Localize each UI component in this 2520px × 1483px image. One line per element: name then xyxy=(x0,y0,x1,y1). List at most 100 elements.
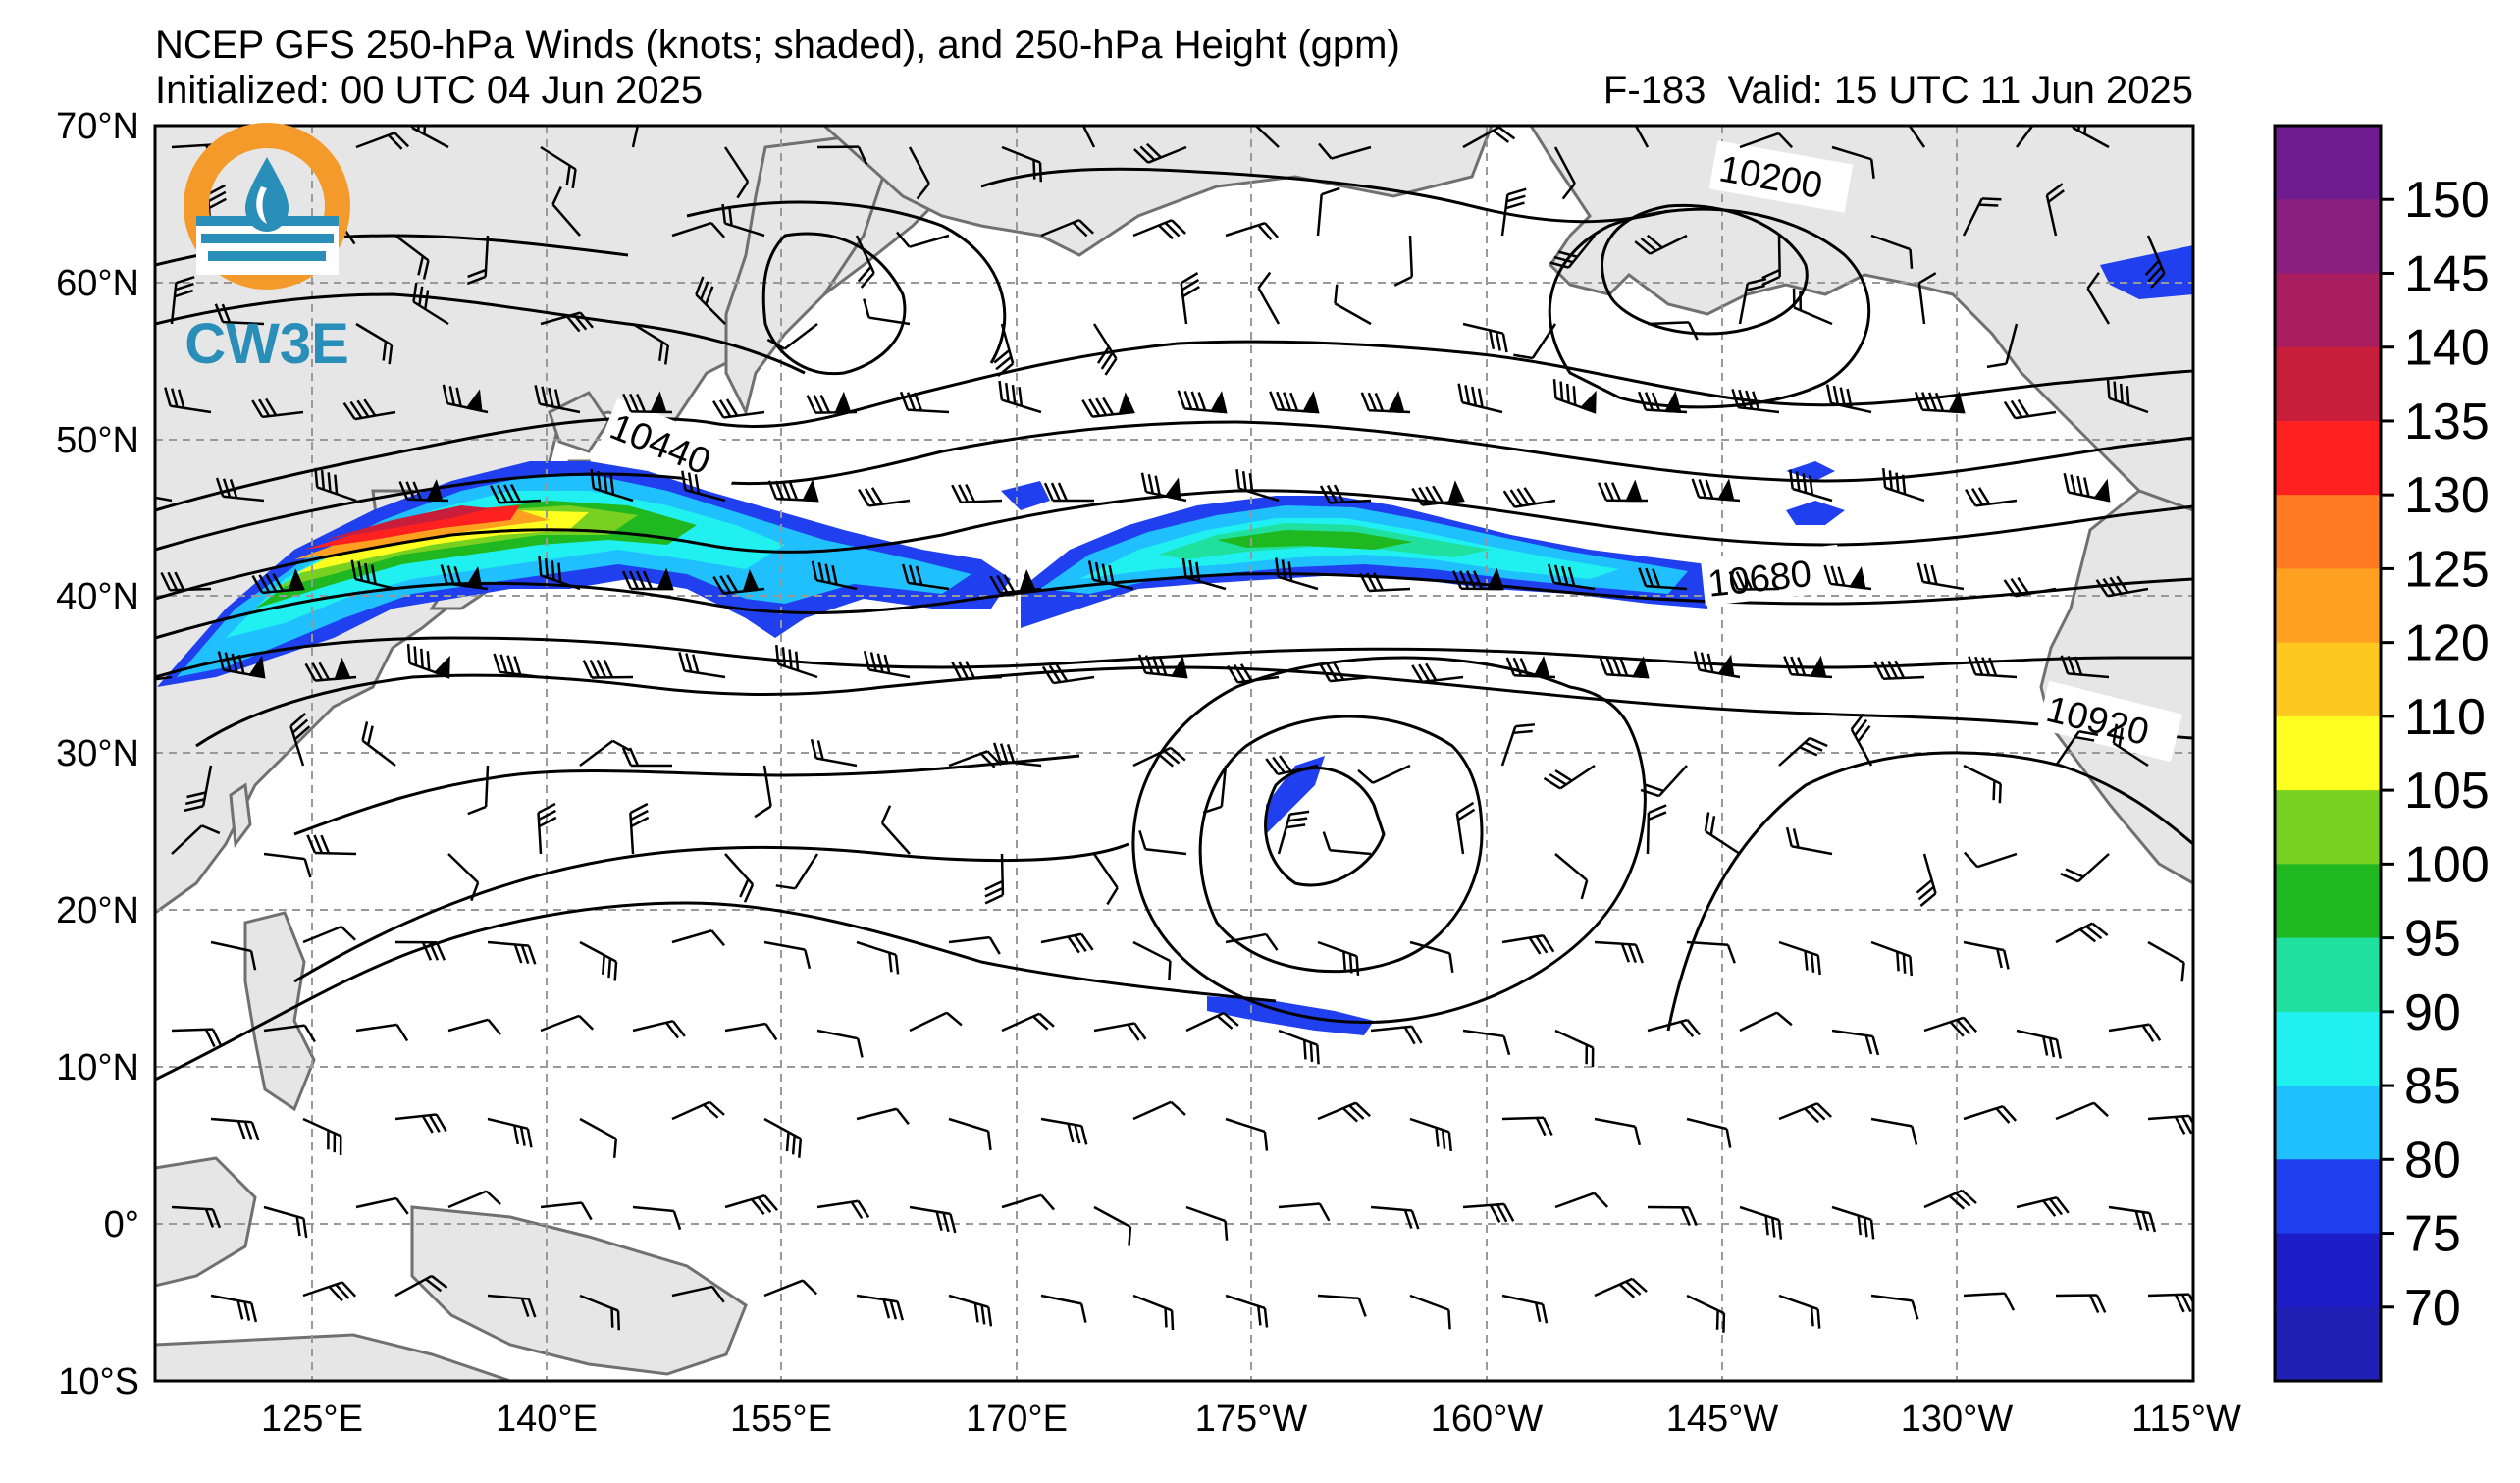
wind-barb xyxy=(289,712,311,767)
lat-axis: 70°N 60°N 50°N 40°N 30°N 20°N 10°N 0° 10… xyxy=(56,106,139,1403)
wind-barb xyxy=(1963,1292,2016,1311)
wind-barb xyxy=(1269,391,1320,414)
lon-label-140e: 140°E xyxy=(496,1399,598,1440)
colorbar-swatch xyxy=(2275,273,2381,348)
wind-barb xyxy=(1462,1029,1511,1056)
wind-barb xyxy=(909,1011,963,1033)
wind-barb xyxy=(302,925,356,944)
wind-barb xyxy=(863,298,911,326)
colorbar-label: 145 xyxy=(2404,245,2490,302)
wind-barb xyxy=(2108,1205,2157,1233)
wind-barb xyxy=(1411,662,1464,684)
map-layers: 10200 10440 10680 10920 xyxy=(155,126,2193,1381)
wind-barb xyxy=(1963,764,2002,804)
wind-barb xyxy=(263,1024,316,1043)
wind-barb xyxy=(1181,557,1227,591)
wind-barb xyxy=(1501,1116,1553,1137)
wind-barb xyxy=(440,564,489,591)
wind-barb xyxy=(671,1285,725,1303)
wind-barb xyxy=(1831,1205,1875,1240)
wind-barb xyxy=(1686,1294,1726,1333)
wind-barb xyxy=(1916,853,1937,907)
lat-label-50n: 50°N xyxy=(56,420,139,461)
wind-barb xyxy=(1132,1294,1175,1331)
wind-barb xyxy=(899,391,950,414)
wind-barb xyxy=(1962,197,2002,237)
wind-barb xyxy=(1778,736,1828,767)
wind-barb xyxy=(579,1294,621,1331)
colorbar-label: 70 xyxy=(2404,1280,2461,1337)
wind-barb xyxy=(2147,940,2185,982)
wind-barb xyxy=(1501,1294,1549,1324)
wind-barb xyxy=(1831,1029,1880,1056)
wind-barb xyxy=(251,397,304,419)
wind-barb xyxy=(537,802,557,855)
wind-barb xyxy=(251,568,305,595)
lon-label-160w: 160°W xyxy=(1431,1399,1544,1440)
wind-barb xyxy=(763,940,812,970)
lat-label-10n: 10°N xyxy=(56,1047,139,1088)
wind-barb xyxy=(909,1205,957,1234)
wind-barb xyxy=(1227,663,1280,684)
wind-barb xyxy=(863,650,911,679)
lon-label-125e: 125°E xyxy=(261,1399,363,1440)
wind-barb xyxy=(908,146,930,200)
wind-barb xyxy=(490,483,542,504)
wind-barb xyxy=(1647,1018,1701,1037)
lat-label-20n: 20°N xyxy=(56,890,139,931)
wind-barb xyxy=(1870,1294,1919,1320)
wind-barb xyxy=(1462,126,1516,149)
wind-barb xyxy=(184,765,213,812)
wind-barb xyxy=(622,391,673,414)
wind-barb xyxy=(1040,1294,1087,1323)
gridlines xyxy=(155,126,2193,1381)
wind-barb xyxy=(214,303,265,326)
wind-barb xyxy=(767,479,819,503)
wind-barb xyxy=(1647,321,1699,341)
wind-barb xyxy=(763,1279,817,1298)
wind-barb xyxy=(1001,1012,1055,1033)
wind-barb xyxy=(1963,1104,2018,1124)
wind-barb xyxy=(1505,656,1556,679)
wind-barb xyxy=(896,231,950,248)
wind-barb xyxy=(856,940,900,975)
wind-barb xyxy=(858,487,911,507)
wind-barb xyxy=(493,653,542,679)
wind-barb xyxy=(1411,480,1465,506)
wind-barb xyxy=(398,479,449,503)
wind-barb xyxy=(1554,1029,1595,1068)
wind-barb xyxy=(1451,567,1504,591)
wind-barb xyxy=(306,834,357,856)
wind-barb xyxy=(1278,1029,1320,1065)
wind-barb xyxy=(1963,851,2018,869)
wind-barb xyxy=(582,659,634,679)
lon-label-175w: 175°W xyxy=(1195,1399,1308,1440)
wind-barb xyxy=(1553,146,1576,200)
wind-barb xyxy=(1275,557,1319,591)
wind-barb xyxy=(2086,272,2111,325)
wind-barb xyxy=(171,1028,223,1048)
lon-label-130w: 130°W xyxy=(1901,1399,2014,1440)
wind-barb xyxy=(1963,940,2010,970)
wind-barb xyxy=(724,853,755,903)
wind-barb xyxy=(350,559,396,591)
lat-label-60n: 60°N xyxy=(56,263,139,304)
wind-barb xyxy=(1235,469,1280,503)
wind-barb xyxy=(442,384,489,414)
wind-barb xyxy=(1640,765,1688,798)
wind-barb xyxy=(2147,1114,2193,1135)
wind-barb xyxy=(1785,826,1833,856)
wind-barb xyxy=(1693,651,1741,679)
wind-barb xyxy=(1075,126,1096,148)
wind-barb xyxy=(1357,764,1411,784)
wind-barb xyxy=(1739,1011,1793,1033)
wind-barb xyxy=(447,1190,501,1209)
colorbar-swatch xyxy=(2275,1086,2381,1160)
wind-barb xyxy=(2055,1101,2109,1121)
wind-barb xyxy=(171,824,221,855)
wind-barb xyxy=(1686,940,1736,964)
wind-barb xyxy=(901,563,950,591)
wind-barb xyxy=(1225,1294,1269,1328)
wind-barb xyxy=(632,1205,682,1231)
wind-barb xyxy=(2003,398,2057,420)
